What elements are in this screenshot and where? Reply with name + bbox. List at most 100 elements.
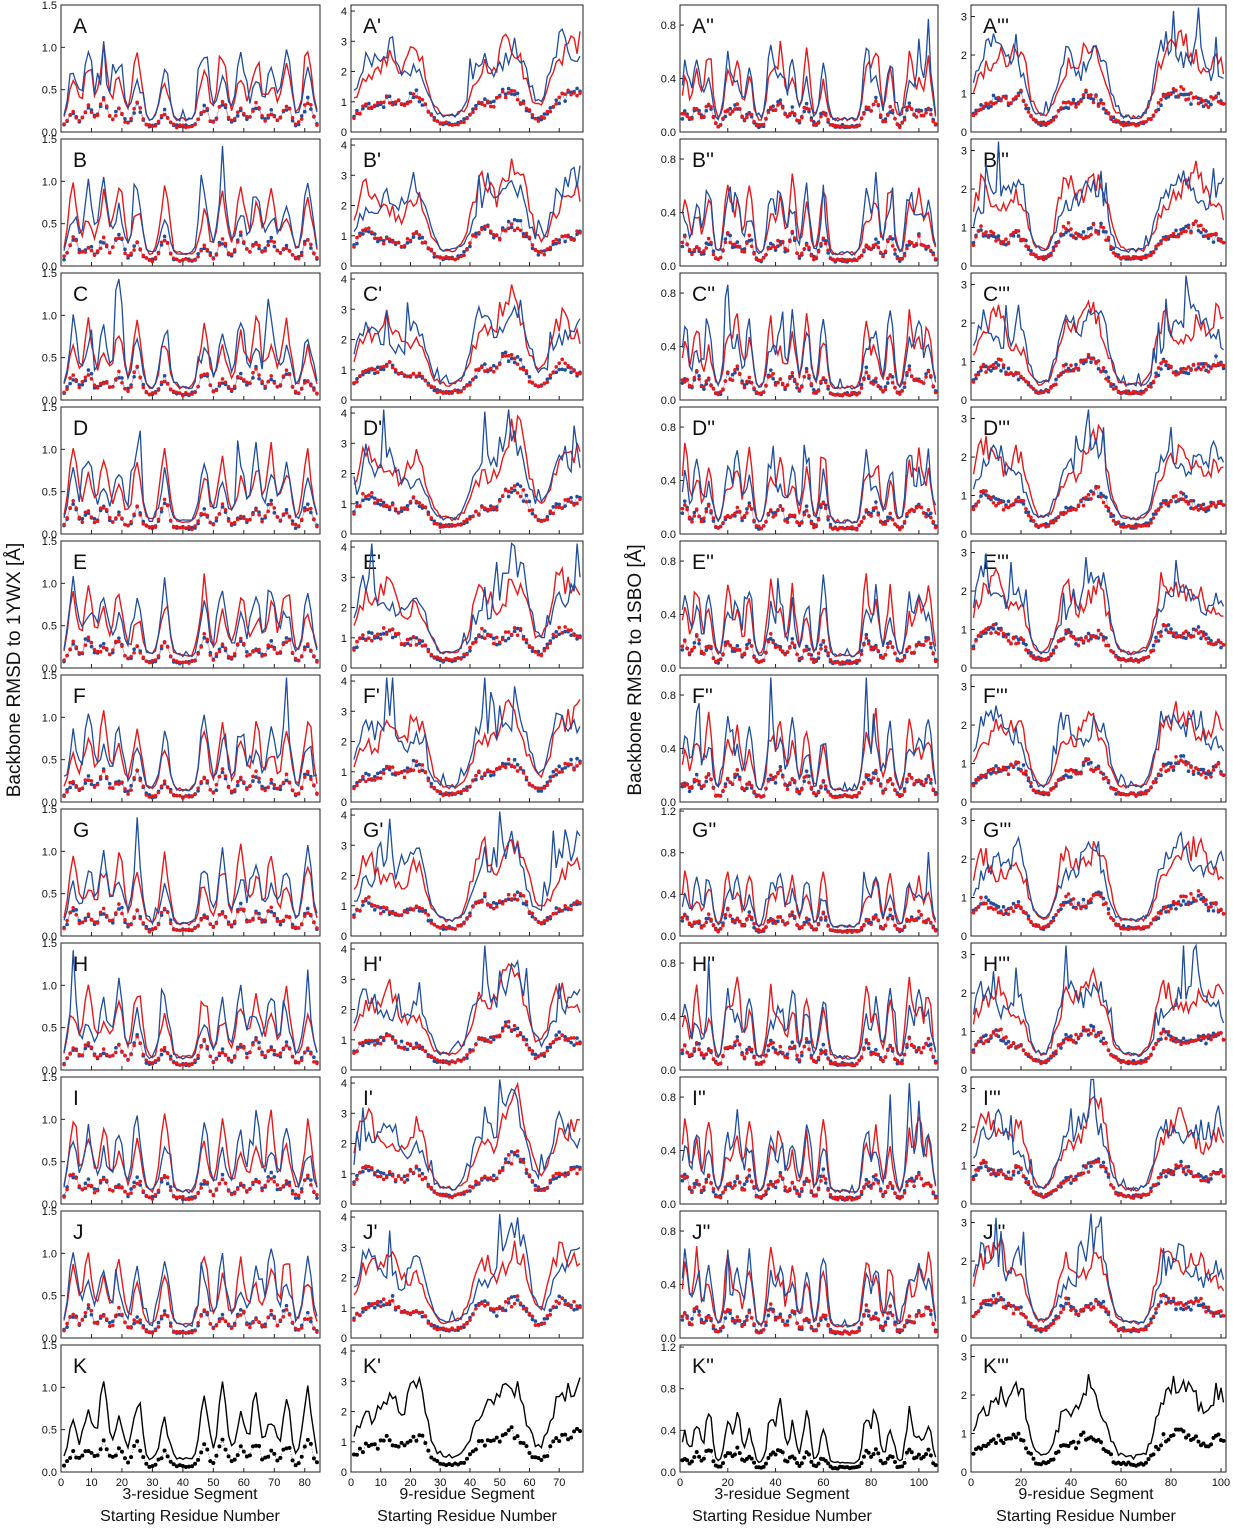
data-point-red [187,1329,191,1334]
data-point-red [80,920,85,925]
data-point-red [296,1060,301,1065]
data-point-red [223,915,228,919]
data-point-red [702,516,706,521]
data-point-red [572,91,576,95]
y-tick-label: 0.8 [661,556,676,568]
data-point-red [214,1323,219,1328]
data-point-red [869,247,873,251]
panel-label: D'' [692,417,715,440]
data-point-red [211,389,216,394]
data-point-red [223,1319,228,1324]
data-point-blue [293,1196,298,1200]
data-point-red [417,1173,422,1178]
data-point-red [423,910,428,915]
data-point-red [518,494,523,499]
data-point-blue [548,775,553,779]
data-point-red [752,386,756,390]
data-point-red [747,375,752,380]
data-point-red [162,1173,167,1178]
data-point-red [86,103,91,107]
data-point-blue [80,517,85,521]
data-point-red [423,1314,428,1318]
data-point-red [120,911,124,916]
data-point-red [107,114,112,118]
data-point-red [367,1305,371,1309]
data-point-red [411,768,416,773]
data-point-blue [518,484,523,488]
data-point-blue [123,789,127,794]
data-point-red [444,1327,448,1331]
data-point-red [290,384,295,389]
data-point-red [315,391,319,396]
data-point-red [364,494,368,499]
data-point-red [83,375,88,380]
data-point-red [111,245,115,249]
data-point-blue [372,496,377,501]
data-point-red [147,1060,152,1065]
data-point-red [548,109,553,114]
data-point-red [512,1301,517,1306]
data-point-blue [290,519,295,523]
data-point-blue [196,1056,200,1061]
data-point-red [235,909,240,914]
series-line-blue [681,574,937,658]
data-point-red [71,1046,75,1050]
data-point-blue [500,351,505,356]
data-point-red [77,1052,82,1057]
data-point-red [147,660,152,665]
y-tick-label: 0 [341,127,347,139]
data-point-red [725,108,730,112]
data-point-red [306,1317,310,1321]
data-point-red [411,371,416,376]
data-point-red [554,237,559,242]
data-point-blue [804,644,809,649]
data-point-red [126,120,130,125]
data-point-red [459,390,463,394]
data-point-blue [214,519,219,523]
data-point-red [193,524,197,528]
data-point-black [211,1461,216,1466]
data-point-red [159,506,164,511]
data-point-red [361,1040,365,1045]
data-point-blue [168,787,173,792]
data-point-blue [86,368,91,372]
data-point-red [193,258,197,262]
data-point-blue [491,235,496,240]
data-point-red [74,912,79,917]
data-point-red [687,248,692,252]
panel-label: H [73,953,88,976]
data-point-red [902,253,907,258]
data-point-red [474,1306,478,1311]
data-point-red [309,383,313,388]
data-point-blue [245,650,249,654]
y-tick-label: 0 [341,1065,347,1077]
data-point-red [361,491,365,496]
data-point-red [98,381,103,386]
data-point-red [156,251,161,256]
data-point-red [432,922,437,927]
data-point-red [296,926,301,930]
data-point-red [95,249,100,253]
data-point-red [89,1183,94,1188]
data-point-red [245,654,249,658]
data-point-black [174,1464,179,1469]
data-point-red [181,393,185,398]
data-point-blue [248,1322,252,1326]
data-point-blue [557,632,562,637]
x-tick-label: 0 [348,1477,354,1489]
data-point-red [101,381,106,386]
data-point-blue [545,515,550,519]
data-point-red [101,1314,106,1318]
data-point-blue [355,108,359,113]
panel-J: J0.00.51.01.5 [42,1206,321,1345]
data-point-red [257,1320,261,1324]
data-point-red [426,109,431,114]
data-point-blue [483,1299,487,1303]
data-point-red [706,236,711,241]
y-tick-label: 0.5 [42,1425,57,1437]
data-point-red [361,899,365,904]
data-point-red [426,649,431,654]
data-point-blue [859,649,864,653]
data-point-red [190,1197,194,1201]
